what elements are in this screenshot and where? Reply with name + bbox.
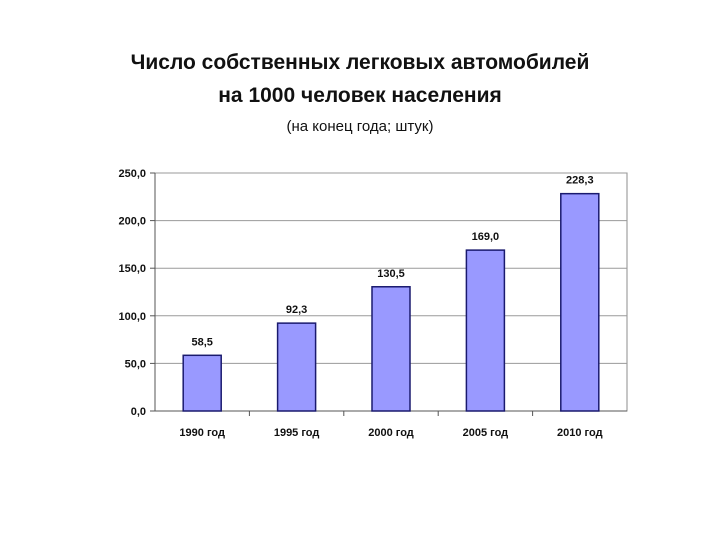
bar	[276, 322, 317, 412]
data-label: 169,0	[472, 231, 500, 243]
bar	[465, 249, 506, 412]
bar	[371, 286, 411, 412]
x-tick-label: 2010 год	[557, 427, 603, 439]
bar	[560, 192, 600, 412]
x-tick-label: 2005 год	[463, 427, 509, 439]
y-tick-label: 150,0	[118, 263, 146, 275]
y-tick-label: 250,0	[118, 168, 146, 180]
chart-title-line-2: на 1000 человек населения	[218, 84, 502, 107]
x-tick-label: 2000 год	[368, 427, 414, 439]
data-label: 58,5	[191, 336, 212, 348]
y-tick-label: 0,0	[131, 406, 146, 418]
y-tick-label: 200,0	[118, 216, 146, 228]
data-label: 92,3	[286, 304, 307, 316]
x-tick-label: 1990 год	[179, 427, 225, 439]
data-label: 130,5	[377, 268, 405, 280]
data-label: 228,3	[566, 175, 594, 187]
bar	[182, 354, 222, 412]
x-tick-label: 1995 год	[274, 427, 320, 439]
y-tick-label: 100,0	[118, 311, 146, 323]
chart-title-line-1: Число собственных легковых автомобилей	[130, 51, 590, 74]
y-tick-label: 50,0	[125, 358, 146, 370]
chart-subtitle: (на конец года; штук)	[286, 118, 434, 135]
